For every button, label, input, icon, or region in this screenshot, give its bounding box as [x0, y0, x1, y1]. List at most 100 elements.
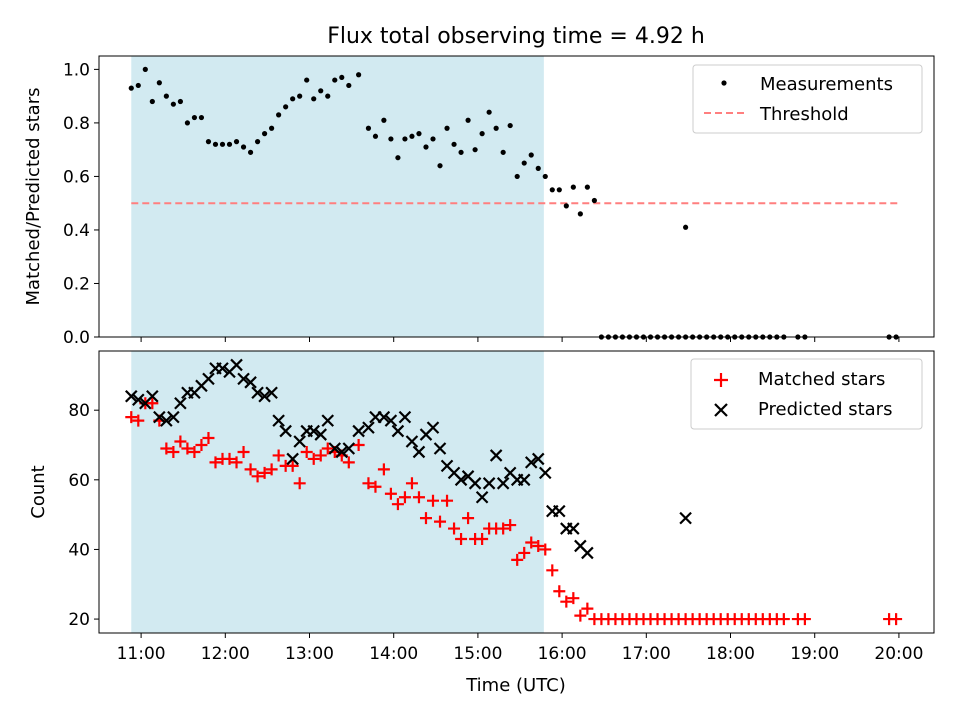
- bottom-xtick-label: 15:00: [453, 644, 502, 664]
- measurement-point: [472, 147, 478, 153]
- predicted-star-point: [244, 376, 257, 389]
- measurement-point: [332, 77, 338, 83]
- predicted-star-point: [153, 410, 166, 424]
- matched-star-point: [377, 463, 390, 476]
- measurement-point: [142, 66, 148, 72]
- legend-matched-label: Matched stars: [758, 369, 885, 390]
- measurement-point: [521, 160, 527, 166]
- measurement-point: [346, 82, 352, 89]
- matched-star-point: [441, 494, 454, 507]
- bottom-xtick-label: 17:00: [622, 644, 671, 664]
- top-x-ticks: [140, 337, 900, 342]
- matched-star-point: [352, 439, 365, 451]
- measurement-point: [304, 77, 310, 83]
- predicted-star-point: [405, 435, 419, 448]
- legend-predicted-label: Predicted stars: [758, 399, 892, 420]
- measurement-point: [402, 136, 408, 142]
- predicted-star-point: [265, 386, 278, 400]
- matched-star-point: [251, 470, 264, 483]
- matched-star-point: [532, 539, 545, 552]
- measurement-point: [528, 152, 534, 158]
- measurement-point: [535, 165, 541, 171]
- bottom-xtick-label: 11:00: [117, 644, 166, 664]
- measurement-point: [591, 197, 597, 204]
- matched-star-point: [160, 442, 173, 455]
- measurement-point: [563, 203, 569, 209]
- measurement-point: [479, 131, 485, 137]
- matched-star-point: [369, 480, 382, 493]
- predicted-star-point: [352, 424, 365, 438]
- predicted-star-point: [160, 414, 173, 427]
- predicted-star-point: [433, 442, 447, 455]
- matched-star-point: [132, 414, 145, 427]
- top-panel: 0.0 0.2 0.4 0.6 0.8 1.0 Matched/Predicted sta…: [23, 55, 935, 348]
- matched-star-point: [504, 519, 517, 532]
- matched-star-point: [209, 456, 222, 469]
- predicted-star-point: [251, 386, 264, 400]
- matched-star-point: [518, 546, 531, 559]
- matched-star-point: [427, 494, 439, 507]
- predicted-star-point: [314, 428, 328, 441]
- bottom-y-ticks: 20 40 60 80: [68, 401, 99, 630]
- predicted-star-point: [307, 424, 320, 438]
- predicted-star-point: [321, 414, 335, 427]
- measurement-point: [276, 112, 282, 118]
- predicted-star-point: [293, 435, 306, 448]
- measurement-point: [226, 141, 233, 147]
- top-ytick-label: 0.8: [63, 114, 90, 134]
- predicted-star-point: [328, 442, 342, 455]
- measurement-point: [254, 139, 261, 145]
- measurement-point: [584, 184, 590, 190]
- measurement-point: [365, 125, 372, 131]
- matched-star-point: [342, 456, 355, 469]
- top-ytick-label: 0.2: [63, 274, 90, 294]
- top-y-ticks: 0.0 0.2 0.4 0.6 0.8 1.0: [63, 60, 99, 348]
- predicted-star-point: [216, 362, 229, 375]
- matched-stars-points: [125, 397, 903, 626]
- matched-star-point: [581, 602, 594, 615]
- matched-star-point: [539, 543, 552, 556]
- matched-star-point: [307, 452, 320, 465]
- matched-star-point: [546, 564, 559, 577]
- predicted-star-point: [517, 473, 531, 487]
- predicted-star-point: [384, 414, 398, 427]
- predicted-star-point: [202, 372, 215, 386]
- bottom-xtick-label: 12:00: [201, 644, 250, 664]
- measurement-point: [135, 82, 141, 89]
- measurement-point: [170, 101, 176, 107]
- measurement-point: [416, 131, 422, 137]
- x-axis-label: Time (UTC): [465, 675, 566, 696]
- measurement-point: [247, 149, 254, 155]
- matched-star-point: [272, 449, 285, 462]
- measurement-point: [388, 136, 394, 142]
- matched-star-point: [455, 533, 468, 545]
- predicted-star-point: [524, 456, 538, 469]
- measurement-point: [437, 163, 443, 169]
- bottom-xtick-label: 19:00: [790, 644, 839, 664]
- matched-star-point: [146, 397, 159, 410]
- chart-title: Flux total observing time = 4.92 h: [327, 24, 705, 49]
- measurement-point: [219, 141, 226, 147]
- bottom-xtick-label: 14:00: [369, 644, 418, 664]
- matched-star-point: [462, 512, 475, 525]
- matched-star-point: [167, 445, 180, 458]
- top-ytick-label: 1.0: [63, 60, 90, 80]
- matched-star-point: [777, 613, 790, 626]
- predicted-star-point: [279, 424, 292, 438]
- measurement-point: [465, 117, 471, 123]
- measurement-point: [549, 187, 555, 193]
- matched-star-point: [362, 477, 375, 490]
- matched-star-point: [434, 515, 447, 528]
- bottom-x-ticks: 11:00 12:00 13:00 14:00 15:00 16:00 17:00 18:00…: [117, 633, 923, 664]
- predicted-star-point: [362, 421, 375, 434]
- top-observing-window: [131, 56, 544, 337]
- measurement-point: [261, 131, 268, 137]
- legend-predicted-marker: [714, 403, 728, 417]
- measurement-point: [233, 139, 240, 145]
- measurement-point: [372, 133, 379, 139]
- matched-star-point: [574, 609, 587, 622]
- measurement-point: [577, 211, 583, 217]
- predicted-star-point: [167, 410, 180, 424]
- bottom-y-axis-label: Count: [28, 465, 49, 518]
